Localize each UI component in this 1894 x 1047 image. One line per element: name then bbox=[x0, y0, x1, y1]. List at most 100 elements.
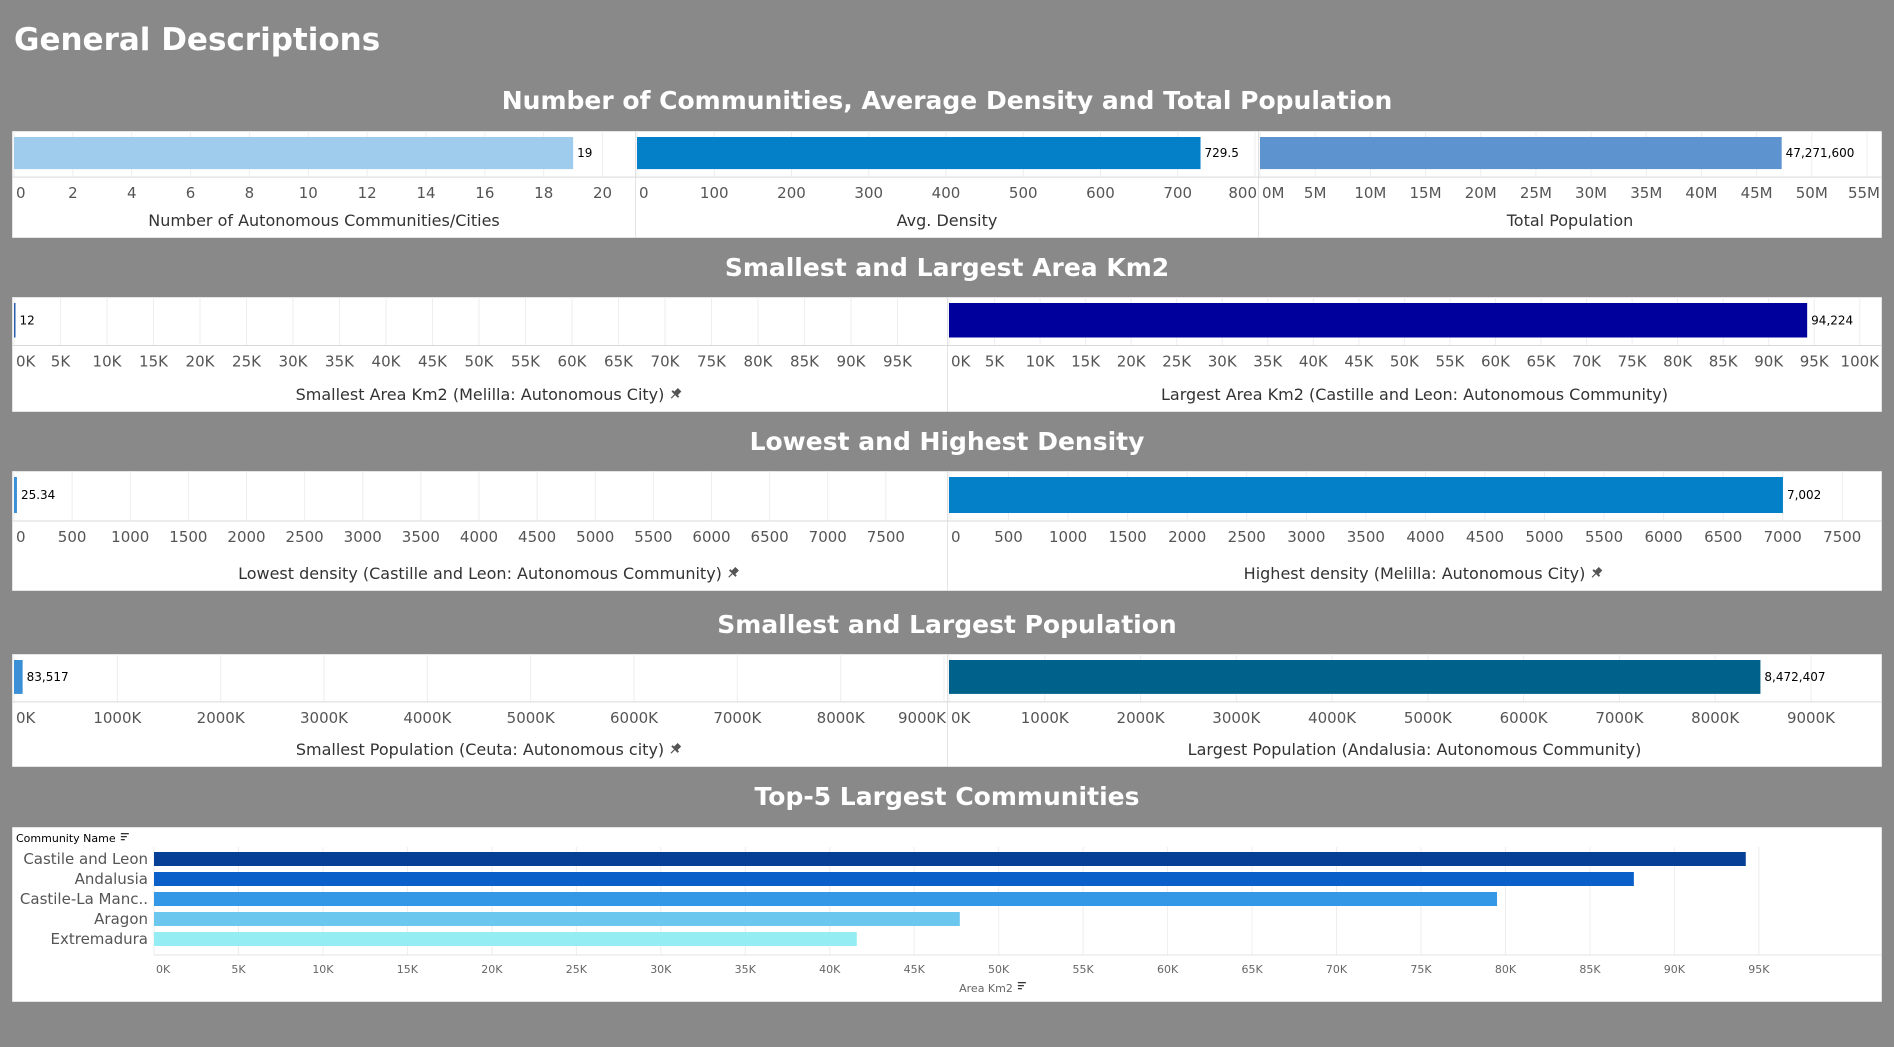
chart-avg-density[interactable]: 729.5 0 100 200 300 400 500 600 700 800 Avg. Densi… bbox=[634, 130, 1260, 239]
tick-label: 2000K bbox=[1117, 709, 1166, 727]
tick-label: 65K bbox=[1241, 963, 1263, 976]
chart-largest-area[interactable]: 94,224 0K 5K 10K 15K 20K 25K 30K 35K 40K 45K 50K 55K… bbox=[946, 296, 1883, 413]
pin-icon[interactable] bbox=[1589, 566, 1604, 581]
tick-label: 6000K bbox=[610, 709, 659, 727]
tick-label: 95K bbox=[1748, 963, 1770, 976]
sort-icon[interactable] bbox=[120, 833, 129, 841]
tick-label: 18 bbox=[534, 184, 553, 202]
chart-num-communities[interactable]: 19 0 2 4 6 8 10 12 14 16 18 20 Number of Autonomous … bbox=[11, 130, 637, 239]
tick-label: 85K bbox=[1709, 353, 1739, 371]
tick-label: 30K bbox=[279, 353, 309, 371]
tick-label: 25M bbox=[1520, 184, 1552, 202]
tick-label: 700 bbox=[1163, 184, 1192, 202]
tick-label: 6000 bbox=[1645, 528, 1683, 546]
tick-label: 5500 bbox=[634, 528, 672, 546]
tick-label: 10K bbox=[312, 963, 334, 976]
tick-label: 40M bbox=[1685, 184, 1717, 202]
tick-label: 90K bbox=[1754, 353, 1784, 371]
tick-label: 15K bbox=[397, 963, 419, 976]
tick-label: 2000 bbox=[227, 528, 265, 546]
chart-largest-population[interactable]: 8,472,407 0K 1000K 2000K 3000K 4000K 5000K 6000… bbox=[946, 653, 1883, 768]
value-label: 47,271,600 bbox=[1786, 146, 1855, 160]
tick-label: 7000K bbox=[713, 709, 762, 727]
tick-label: 7000 bbox=[1764, 528, 1802, 546]
value-label: 83,517 bbox=[27, 670, 69, 684]
tick-label: 8 bbox=[245, 184, 255, 202]
tick-label: 800 bbox=[1228, 184, 1257, 202]
chart-total-population[interactable]: 47,271,600 0M 5M 10M 15M 20M 25M 30M 35M 40M 45M 50… bbox=[1257, 130, 1883, 239]
tick-label: 9000K bbox=[898, 709, 947, 727]
axis-title: Lowest density (Castille and Leon: Auton… bbox=[238, 564, 722, 583]
tick-label: 2 bbox=[68, 184, 78, 202]
tick-label: 0K bbox=[156, 963, 171, 976]
value-label: 25.34 bbox=[21, 488, 55, 502]
tick-label: 1000K bbox=[1021, 709, 1070, 727]
bar bbox=[154, 932, 857, 946]
tick-label: 55K bbox=[1435, 353, 1465, 371]
bar bbox=[154, 872, 1634, 886]
bar bbox=[949, 660, 1761, 694]
tick-label: 70K bbox=[651, 353, 681, 371]
tick-label: 600 bbox=[1086, 184, 1115, 202]
tick-label: 500 bbox=[58, 528, 87, 546]
tick-label: 4000K bbox=[1308, 709, 1357, 727]
pin-icon[interactable] bbox=[668, 387, 683, 402]
tick-label: 0 bbox=[951, 528, 961, 546]
tick-label: 65K bbox=[604, 353, 634, 371]
tick-label: 55K bbox=[1073, 963, 1095, 976]
tick-label: 1000 bbox=[111, 528, 149, 546]
axis-title: Area Km2 bbox=[959, 982, 1013, 995]
tick-label: 5K bbox=[51, 353, 72, 371]
tick-label: 55K bbox=[511, 353, 541, 371]
pin-icon[interactable] bbox=[668, 742, 683, 757]
axis-title: Total Population bbox=[1506, 211, 1634, 230]
tick-label: 10K bbox=[93, 353, 123, 371]
tick-label: 90K bbox=[837, 353, 867, 371]
tick-label: 45K bbox=[1344, 353, 1374, 371]
category-label: Andalusia bbox=[75, 870, 148, 888]
value-label: 8,472,407 bbox=[1764, 670, 1825, 684]
section-title-population: Smallest and Largest Population bbox=[717, 610, 1177, 639]
bar bbox=[154, 912, 960, 926]
tick-label: 95K bbox=[883, 353, 913, 371]
tick-label: 3000K bbox=[1212, 709, 1261, 727]
tick-label: 30K bbox=[650, 963, 672, 976]
bar bbox=[14, 660, 23, 694]
chart-smallest-area[interactable]: 12 0K 5K 10K 15K 20K 25K 30K 35K 40K 45K 50K 55K 60K 6… bbox=[11, 296, 949, 413]
sort-icon[interactable] bbox=[1017, 982, 1026, 990]
tick-label: 60K bbox=[1481, 353, 1511, 371]
tick-label: 60K bbox=[1157, 963, 1179, 976]
chart-highest-density[interactable]: 7,002 0 500 1000 1500 2000 2500 3000 3500 4000 450… bbox=[946, 470, 1883, 592]
tick-label: 50K bbox=[988, 963, 1010, 976]
tick-label: 5K bbox=[985, 353, 1006, 371]
chart-top5-communities[interactable]: Community Name Castile and Leon Andalusia C… bbox=[11, 826, 1883, 1003]
tick-label: 20K bbox=[1117, 353, 1147, 371]
tick-label: 45K bbox=[904, 963, 926, 976]
column-header: Community Name bbox=[16, 832, 116, 845]
tick-label: 70K bbox=[1326, 963, 1348, 976]
section-title-communities: Number of Communities, Average Density a… bbox=[501, 86, 1393, 115]
bar bbox=[154, 892, 1498, 906]
tick-label: 45K bbox=[418, 353, 448, 371]
tick-label: 4500 bbox=[518, 528, 556, 546]
tick-label: 75K bbox=[1410, 963, 1432, 976]
chart-smallest-population[interactable]: 83,517 0K 1000K 2000K 3000K 4000K 5000K 6000K 70… bbox=[11, 653, 949, 768]
pin-icon[interactable] bbox=[725, 566, 740, 581]
value-label: 7,002 bbox=[1787, 488, 1821, 502]
tick-label: 4000K bbox=[403, 709, 452, 727]
tick-label: 4000 bbox=[460, 528, 498, 546]
page-title: General Descriptions bbox=[14, 22, 381, 58]
tick-label: 10 bbox=[299, 184, 318, 202]
tick-label: 3000 bbox=[344, 528, 382, 546]
tick-label: 2000 bbox=[1168, 528, 1206, 546]
tick-label: 10K bbox=[1026, 353, 1056, 371]
tick-label: 400 bbox=[932, 184, 961, 202]
tick-label: 80K bbox=[1663, 353, 1693, 371]
axis-title: Number of Autonomous Communities/Cities bbox=[148, 211, 500, 230]
tick-label: 30M bbox=[1575, 184, 1607, 202]
tick-label: 200 bbox=[777, 184, 806, 202]
chart-lowest-density[interactable]: 25.34 0 500 1000 1500 2000 2500 3000 3500 4000 450… bbox=[11, 470, 949, 592]
tick-label: 15K bbox=[1071, 353, 1101, 371]
tick-label: 40K bbox=[1299, 353, 1329, 371]
tick-label: 16 bbox=[475, 184, 494, 202]
